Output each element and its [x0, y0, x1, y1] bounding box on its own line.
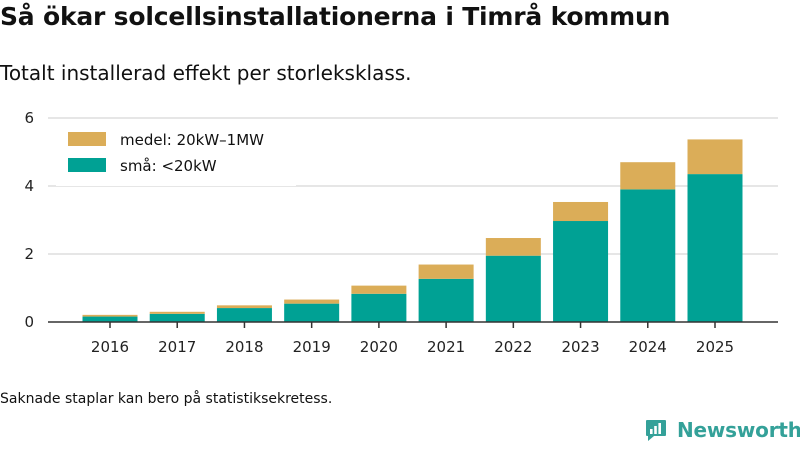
chart-title: Så ökar solcellsinstallationerna i Timrå…	[0, 2, 671, 31]
x-tick-label: 2024	[629, 338, 667, 356]
axes: 0 2 4 6 2016 2017 2018 2019 2020 2021 2022 2023 2024…	[24, 109, 778, 356]
bar-small-2023	[553, 221, 609, 322]
bar-small-2018	[216, 308, 272, 322]
bar-medium-2019	[284, 299, 340, 304]
x-tick-label: 2022	[494, 338, 532, 356]
x-tick-label: 2021	[427, 338, 465, 356]
legend-label: medel: 20kW–1MW	[120, 131, 264, 149]
bar-small-2021	[418, 278, 474, 322]
brand[interactable]: Newsworthy	[644, 418, 800, 442]
legend-swatch	[68, 158, 106, 172]
bar-small-2017	[149, 313, 205, 322]
x-tick-label: 2023	[561, 338, 599, 356]
bar-medium-2022	[485, 238, 541, 256]
y-tick-label: 2	[24, 245, 34, 263]
bar-medium-2020	[351, 285, 407, 294]
y-tick-label: 0	[24, 313, 34, 331]
x-tick-label: 2016	[91, 338, 129, 356]
bar-medium-2021	[418, 264, 474, 279]
x-tick-label: 2017	[158, 338, 196, 356]
bars	[82, 139, 743, 322]
x-tick-label: 2020	[360, 338, 398, 356]
legend-label: små: <20kW	[120, 157, 217, 175]
bar-small-2024	[620, 189, 676, 322]
bar-medium-2024	[620, 162, 676, 190]
y-tick-label: 6	[24, 109, 34, 127]
bar-small-2020	[351, 293, 407, 322]
brand-name: Newsworthy	[677, 418, 800, 442]
bar-medium-2023	[553, 201, 609, 222]
bar-medium-2016	[82, 314, 138, 317]
bar-small-2025	[687, 174, 743, 322]
bar-small-2019	[284, 303, 340, 322]
newsworthy-logo-icon	[646, 420, 666, 441]
bar-small-2016	[82, 316, 138, 322]
bar-small-2022	[485, 255, 541, 322]
x-tick-label: 2018	[225, 338, 263, 356]
footnote: Saknade staplar kan bero på statistiksek…	[0, 391, 333, 407]
x-tick-label: 2019	[293, 338, 331, 356]
bar-medium-2018	[216, 305, 272, 309]
bar-medium-2017	[149, 311, 205, 314]
legend: medel: 20kW–1MW små: <20kW	[56, 124, 296, 186]
x-tick-label: 2025	[696, 338, 734, 356]
y-tick-label: 4	[24, 177, 34, 195]
legend-swatch	[68, 132, 106, 146]
chart-subtitle: Totalt installerad effekt per storlekskl…	[0, 61, 412, 85]
bar-medium-2025	[687, 139, 743, 175]
